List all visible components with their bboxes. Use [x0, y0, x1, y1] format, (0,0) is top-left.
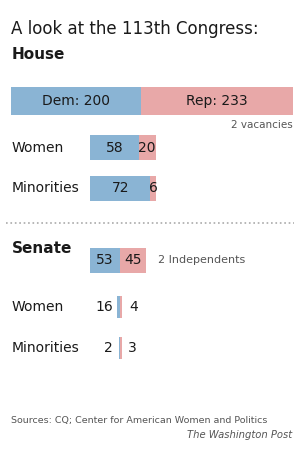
- Text: 16: 16: [95, 300, 113, 314]
- Bar: [120, 296, 122, 318]
- Bar: [90, 176, 151, 201]
- Bar: [120, 248, 146, 273]
- Text: House: House: [11, 47, 65, 62]
- Text: 6: 6: [148, 181, 158, 195]
- Text: Rep: 233: Rep: 233: [186, 94, 248, 108]
- Text: 45: 45: [124, 253, 142, 267]
- Bar: [139, 135, 155, 160]
- Bar: [117, 296, 120, 318]
- Text: 2: 2: [104, 341, 113, 355]
- Text: A look at the 113th Congress:: A look at the 113th Congress:: [11, 20, 259, 38]
- Bar: [90, 135, 139, 160]
- Text: 58: 58: [106, 141, 123, 155]
- Bar: [11, 87, 141, 115]
- Text: 20: 20: [138, 141, 156, 155]
- Text: 53: 53: [96, 253, 114, 267]
- Text: Women: Women: [11, 300, 64, 314]
- Text: 2 vacancies: 2 vacancies: [231, 120, 292, 130]
- Text: Minorities: Minorities: [11, 181, 79, 195]
- Text: The Washington Post: The Washington Post: [188, 430, 292, 440]
- Text: 72: 72: [112, 181, 129, 195]
- Text: Minorities: Minorities: [11, 341, 79, 355]
- Text: 2 Independents: 2 Independents: [158, 255, 245, 266]
- Text: Sources: CQ; Center for American Women and Politics: Sources: CQ; Center for American Women a…: [11, 416, 268, 425]
- Bar: [90, 248, 120, 273]
- Text: Dem: 200: Dem: 200: [42, 94, 110, 108]
- Text: 4: 4: [130, 300, 138, 314]
- Text: 3: 3: [128, 341, 136, 355]
- Bar: [120, 337, 122, 359]
- Bar: [119, 337, 120, 359]
- Text: Women: Women: [11, 141, 64, 155]
- Bar: [151, 176, 155, 201]
- Text: Senate: Senate: [11, 241, 72, 256]
- Bar: [141, 87, 292, 115]
